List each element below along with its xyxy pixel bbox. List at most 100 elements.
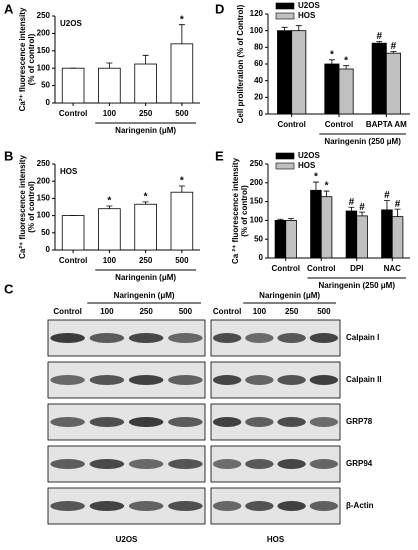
- x-tick-label: BAPTA AM: [366, 120, 407, 129]
- blot-band: [168, 459, 203, 469]
- cell-label: U2OS: [116, 535, 138, 544]
- bar: [134, 203, 157, 251]
- error-bar: [328, 59, 335, 64]
- y-tick-label: 150: [250, 197, 264, 206]
- x-tick-label: 500: [175, 256, 189, 265]
- y-tick-label: 0: [259, 253, 264, 262]
- x-tick-label: 500: [175, 109, 189, 118]
- legend-swatch: [275, 152, 295, 160]
- y-tick-label: 80: [254, 42, 263, 51]
- y-tick-label: 250: [37, 159, 51, 168]
- y-tick-label: 100: [37, 63, 51, 72]
- panel-letter: C: [4, 281, 14, 296]
- y-tick-label: 200: [37, 176, 51, 185]
- significance-mark: *: [344, 55, 348, 66]
- blot-band: [309, 459, 339, 469]
- lane-label: 500: [179, 307, 193, 316]
- bar: [277, 30, 293, 115]
- blot-band: [128, 501, 164, 511]
- blot-band: [128, 375, 164, 385]
- blot-band: [277, 417, 306, 427]
- treatment-label: Naringenin (μM): [259, 291, 320, 300]
- significance-mark: *: [107, 196, 111, 207]
- y-tick-label: 200: [250, 178, 264, 187]
- legend-swatch: [275, 12, 295, 20]
- blot-band: [277, 375, 306, 385]
- x-tick-label: 250: [139, 256, 153, 265]
- blot-band: [277, 333, 306, 343]
- bar: [61, 67, 85, 104]
- significance-mark: *: [330, 49, 334, 60]
- error-bar: [142, 201, 149, 205]
- treatment-label: Naringenin (μM): [114, 291, 175, 300]
- blot-band: [309, 333, 339, 343]
- x-tick-label: Control: [307, 264, 335, 273]
- bar: [324, 63, 340, 115]
- lane-label: 250: [285, 307, 299, 316]
- y-tick-label: 150: [37, 46, 51, 55]
- legend-label: U2OS: [298, 151, 320, 160]
- protein-label: Calpain I: [346, 333, 379, 342]
- error-bar: [312, 181, 319, 191]
- blot-band: [245, 417, 274, 427]
- significance-mark: #: [395, 199, 401, 210]
- y-tick-label: 100: [37, 211, 51, 220]
- y-tick-label: 50: [41, 81, 50, 90]
- y-tick-label: 100: [250, 216, 264, 225]
- blot-band: [212, 417, 242, 427]
- bar: [391, 216, 404, 259]
- x-tick-label: NAC: [384, 264, 402, 273]
- error-bar: [142, 54, 149, 65]
- legend-label: HOS: [298, 11, 316, 20]
- cell-label: U2OS: [60, 19, 82, 28]
- x-tick-label: 100: [103, 109, 117, 118]
- bar: [381, 209, 393, 259]
- blot-band: [212, 501, 242, 511]
- bar: [345, 210, 358, 259]
- blot-band: [50, 375, 85, 385]
- x-tick-label: DPI: [350, 264, 363, 273]
- blot-band: [212, 333, 242, 343]
- lane-label: 500: [317, 307, 331, 316]
- blot-band: [168, 333, 203, 343]
- x-tick-label: Control: [325, 120, 353, 129]
- bar: [61, 215, 85, 251]
- bar: [310, 189, 322, 259]
- error-bar: [288, 218, 295, 221]
- panel-letter: B: [4, 148, 13, 163]
- blot-band: [89, 417, 125, 427]
- blot-band: [50, 501, 85, 511]
- group-label: Naringenin (μM): [115, 126, 176, 135]
- error-bar: [376, 41, 383, 44]
- y-tick-label: 0: [46, 98, 51, 107]
- bar: [291, 30, 307, 115]
- protein-label: β-Actin: [346, 501, 374, 510]
- error-bar: [383, 200, 390, 210]
- y-tick-label: 50: [41, 228, 50, 237]
- error-bar: [348, 206, 355, 211]
- x-tick-label: Control: [59, 109, 87, 118]
- lane-label: 100: [100, 307, 114, 316]
- error-bar: [106, 62, 113, 69]
- blot-band: [245, 333, 274, 343]
- error-bar: [178, 24, 185, 44]
- legend-swatch: [275, 2, 295, 10]
- y-tick-label: 0: [46, 245, 51, 254]
- lane-label: Control: [213, 307, 241, 316]
- y-axis-label: Ca ²⁺ fluorescence intensity: [231, 157, 240, 264]
- bar: [170, 43, 194, 104]
- bar: [285, 219, 297, 259]
- y-tick-label: 50: [254, 234, 263, 243]
- cell-label: HOS: [267, 535, 285, 544]
- blot-band: [168, 417, 203, 427]
- blot-band: [245, 375, 274, 385]
- bar: [98, 67, 121, 104]
- blot-band: [128, 333, 164, 343]
- x-tick-label: Control: [277, 120, 305, 129]
- bar: [98, 208, 121, 251]
- y-tick-label: 150: [37, 194, 51, 203]
- blot-band: [212, 375, 242, 385]
- legend-swatch: [275, 162, 295, 170]
- y-axis-label: (% of control): [27, 181, 36, 233]
